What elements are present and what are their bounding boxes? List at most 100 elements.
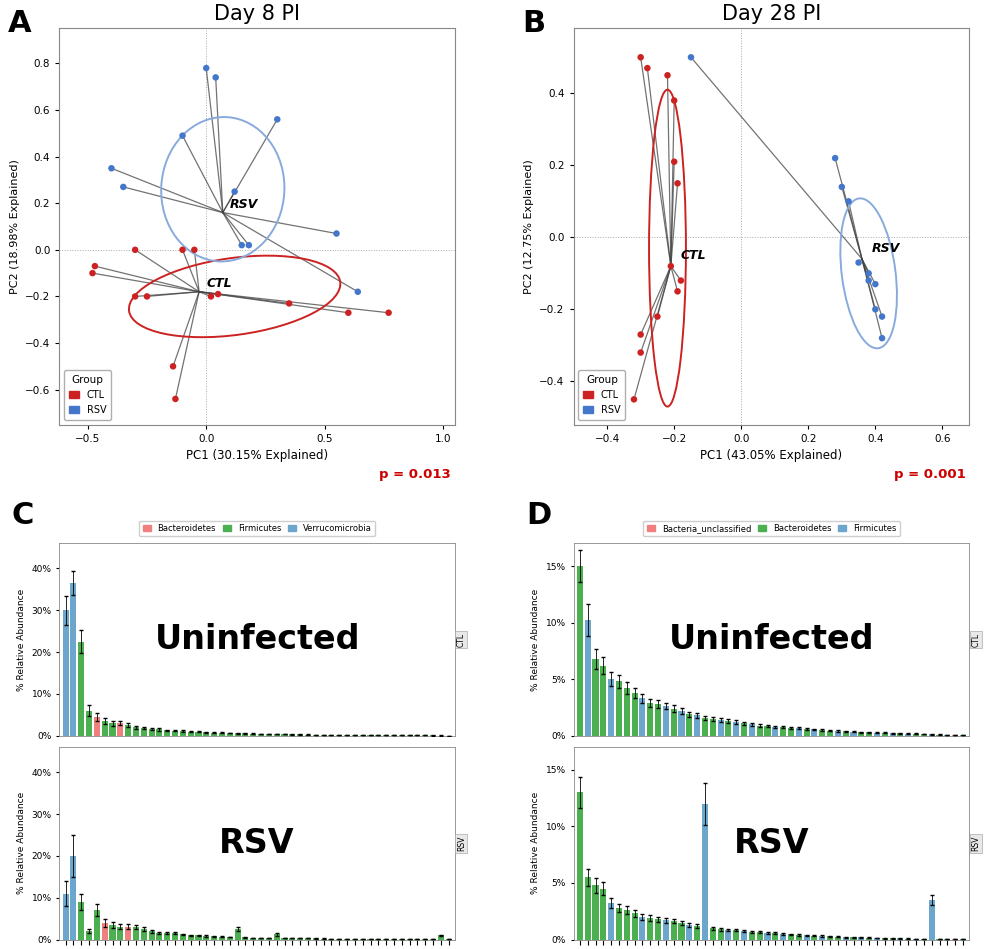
Point	[633, 327, 649, 343]
Bar	[678, 922, 684, 940]
Bar	[125, 927, 132, 940]
Bar	[772, 727, 778, 735]
Point	[683, 49, 699, 65]
Point	[867, 276, 883, 291]
Bar	[851, 938, 856, 940]
Bar	[180, 935, 186, 940]
Point	[139, 288, 155, 304]
Bar	[297, 939, 304, 940]
Bar	[718, 720, 724, 735]
Bar	[686, 925, 692, 940]
Point	[340, 306, 356, 321]
Point	[673, 273, 688, 288]
Point	[650, 309, 666, 325]
Bar	[843, 937, 849, 940]
Bar	[874, 733, 880, 735]
Bar	[647, 703, 654, 735]
Y-axis label: PC2 (12.75% Explained): PC2 (12.75% Explained)	[524, 159, 534, 294]
Bar	[289, 939, 296, 940]
Bar	[780, 727, 786, 735]
Bar	[710, 928, 716, 940]
Text: D: D	[526, 501, 552, 530]
Bar	[211, 936, 218, 940]
Text: RSV: RSV	[872, 242, 900, 254]
Bar	[196, 732, 202, 735]
Bar	[70, 856, 76, 940]
Point	[667, 154, 682, 169]
Bar	[584, 877, 590, 940]
Bar	[86, 931, 92, 940]
Bar	[172, 933, 178, 940]
Bar	[78, 642, 84, 735]
Bar	[819, 730, 825, 735]
Bar	[796, 728, 802, 735]
Bar	[749, 932, 755, 940]
Point	[85, 266, 101, 281]
Bar	[156, 730, 162, 735]
Bar	[780, 934, 786, 940]
Bar	[211, 733, 218, 735]
Bar	[718, 929, 724, 940]
Point	[87, 258, 103, 273]
Bar	[592, 885, 598, 940]
Bar	[102, 721, 108, 735]
Bar	[242, 938, 248, 940]
Text: B: B	[522, 9, 545, 38]
Bar	[757, 725, 763, 735]
Bar	[811, 936, 818, 940]
Bar	[110, 723, 116, 735]
Point	[841, 194, 856, 209]
Bar	[671, 709, 676, 735]
Bar	[133, 927, 139, 940]
Bar	[140, 929, 146, 940]
Point	[633, 345, 649, 361]
Point	[269, 112, 285, 127]
Point	[203, 288, 219, 304]
Bar	[827, 937, 833, 940]
X-axis label: PC1 (30.15% Explained): PC1 (30.15% Explained)	[186, 449, 328, 462]
Bar	[639, 698, 646, 735]
Point	[867, 302, 883, 317]
Bar	[741, 931, 747, 940]
Bar	[62, 894, 68, 940]
Bar	[258, 734, 264, 735]
Point	[210, 287, 225, 302]
Point	[860, 273, 876, 288]
Bar	[694, 716, 700, 735]
Point	[104, 160, 120, 176]
Bar	[624, 910, 630, 940]
Point	[328, 226, 344, 241]
Bar	[188, 936, 194, 940]
Point	[241, 237, 257, 252]
Bar	[78, 902, 84, 940]
Bar	[757, 932, 763, 940]
Bar	[234, 734, 240, 735]
Bar	[164, 730, 170, 735]
Bar	[851, 732, 856, 735]
Bar	[608, 679, 614, 735]
Bar	[889, 939, 896, 940]
Bar	[266, 734, 272, 735]
Legend: Bacteria_unclassified, Bacteroidetes, Firmicutes: Bacteria_unclassified, Bacteroidetes, Fi…	[643, 521, 900, 536]
Bar	[188, 732, 194, 735]
Bar	[929, 900, 935, 940]
Legend: CTL, RSV: CTL, RSV	[579, 370, 625, 419]
Bar	[164, 933, 170, 940]
Bar	[772, 933, 778, 940]
Bar	[913, 734, 919, 735]
Bar	[663, 706, 669, 735]
Bar	[140, 728, 146, 735]
Bar	[819, 936, 825, 940]
Bar	[647, 918, 654, 940]
Point	[128, 242, 143, 257]
Bar	[180, 731, 186, 735]
Bar	[584, 621, 590, 735]
Bar	[889, 734, 896, 735]
Bar	[110, 925, 116, 940]
Bar	[156, 933, 162, 940]
Bar	[266, 938, 272, 940]
Bar	[835, 937, 841, 940]
Point	[167, 391, 183, 406]
Bar	[608, 903, 614, 940]
Bar	[835, 731, 841, 735]
